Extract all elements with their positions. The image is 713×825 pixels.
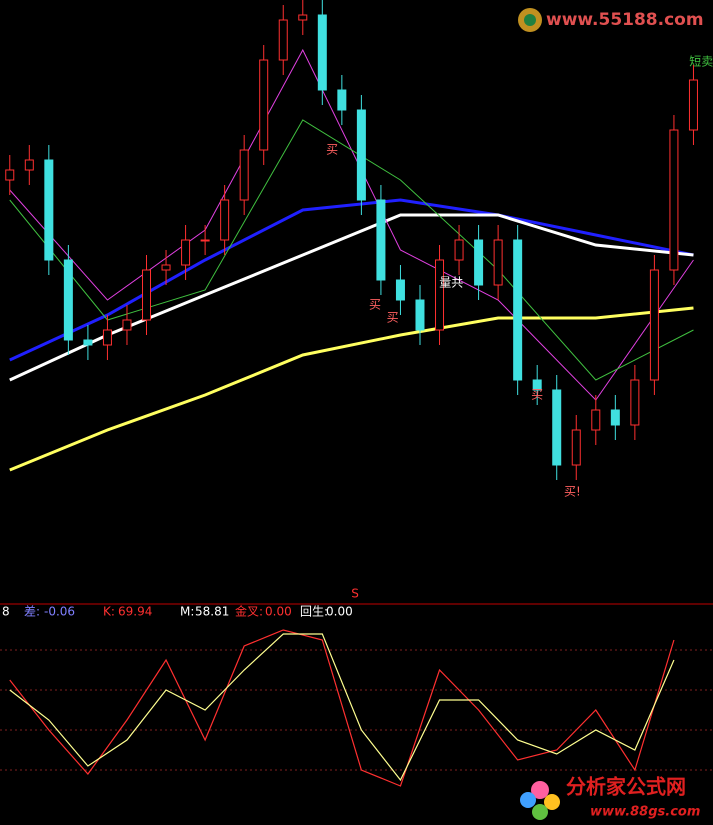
candle-body [435,259,445,331]
watermark: www.88gs.com [590,805,700,820]
candle-body [415,299,425,331]
candle-body [278,19,288,61]
logo-icon [531,781,549,799]
annotation: 量共 [439,276,463,290]
candle-body [688,79,698,131]
candle-body [649,269,659,381]
annotation: 短卖 [689,55,713,69]
legend-value: -0.06 [44,605,75,619]
candle-body [513,239,523,381]
logo-icon [520,792,536,808]
legend-value: 0.00 [326,605,353,619]
legend-label: 8 [2,605,10,619]
candle-body [356,109,366,201]
legend-value: 69.94 [118,605,152,619]
candle-body [298,14,308,21]
candle-body [161,264,171,271]
candle-body [259,59,269,151]
ma-line [9,198,694,362]
candle-body [376,199,386,281]
candle-body [5,169,15,181]
legend-value: 0.00 [265,605,292,619]
logo-icon [524,14,536,26]
candle-body [142,269,152,321]
annotation: 买 [326,143,338,157]
candle-body [317,14,327,91]
watermark: 分析家公式网 [566,775,686,799]
candle-body [83,339,93,346]
candle-body [552,389,562,466]
candle-body [239,149,249,201]
legend-label: 回生: [300,605,328,619]
panel-grid [0,649,713,771]
ma-line [9,306,694,472]
legend-value: 58.81 [195,605,229,619]
candle-body [102,329,112,346]
candle-body [610,409,620,426]
candle-body [220,199,230,241]
candle-body [532,379,542,391]
candle-body [630,379,640,426]
candle-body [122,319,132,331]
candle-body [181,239,191,266]
logo-top: www.55188.com [518,8,704,32]
logo-icon [544,794,560,810]
annotation: 买 [387,311,399,325]
watermark: www.55188.com [546,10,704,30]
candle-body [669,129,679,271]
candle-body [63,259,73,341]
candle-body [337,89,347,111]
candle-body [24,159,34,171]
legend-label: 金叉: [235,604,263,619]
candle-body [395,279,405,301]
indicator-line [9,629,675,787]
candle-body [571,429,581,466]
annotation: 买 [531,388,543,402]
candle-body [200,239,210,242]
candle-body [493,239,503,286]
ma-line [9,119,694,381]
candle-body [454,239,464,261]
candle-body [591,409,601,431]
candle-body [474,239,484,286]
legend-label: M: [180,605,194,619]
legend-label: 差: [24,605,40,619]
logo-bottom: 分析家公式网 www.88gs.com [520,775,700,820]
logo-icon [532,804,548,820]
candle-body [44,159,54,261]
annotation: 买! [564,485,581,499]
legend-label: K: [103,605,115,619]
annotation: 买 [369,298,381,312]
marker: S [351,587,359,601]
indicator-line [9,633,675,782]
